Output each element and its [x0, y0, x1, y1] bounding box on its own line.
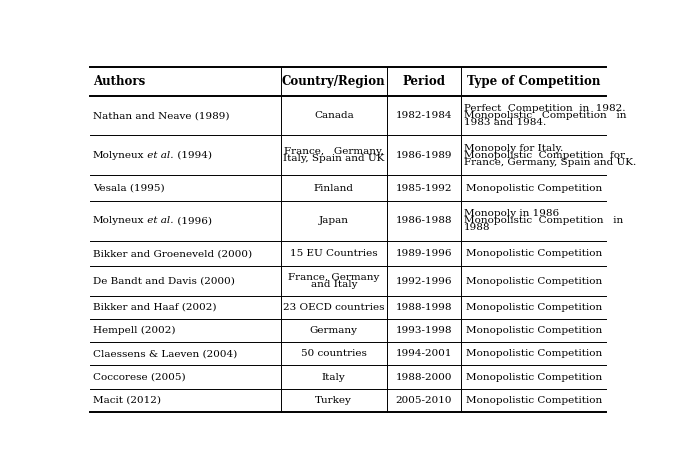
Text: Hempell (2002): Hempell (2002): [93, 326, 175, 335]
Text: et al.: et al.: [144, 216, 174, 226]
Text: Period: Period: [403, 75, 445, 88]
Text: Bikker and Haaf (2002): Bikker and Haaf (2002): [93, 303, 217, 312]
Text: De Bandt and Davis (2000): De Bandt and Davis (2000): [93, 276, 235, 285]
Text: 1986-1988: 1986-1988: [396, 216, 452, 226]
Text: Molyneux: Molyneux: [93, 151, 144, 160]
Text: Monopolistic Competition: Monopolistic Competition: [466, 276, 602, 285]
Text: 1988-1998: 1988-1998: [396, 303, 452, 312]
Text: Nathan and Neave (1989): Nathan and Neave (1989): [93, 111, 230, 120]
Text: Monopolistic Competition: Monopolistic Competition: [466, 396, 602, 405]
Text: 1994-2001: 1994-2001: [396, 349, 452, 358]
Text: Monopolistic   Competition   in: Monopolistic Competition in: [464, 111, 627, 120]
Text: Vesala (1995): Vesala (1995): [93, 184, 164, 193]
Text: Monopolistic  Competition   in: Monopolistic Competition in: [464, 216, 623, 226]
Text: Monopolistic  Competition  for: Monopolistic Competition for: [464, 151, 625, 160]
Text: 2005-2010: 2005-2010: [396, 396, 452, 405]
Text: Bikker and Groeneveld (2000): Bikker and Groeneveld (2000): [93, 249, 252, 258]
Text: France, Germany, Spain and UK.: France, Germany, Spain and UK.: [464, 158, 636, 167]
Text: Monopolistic Competition: Monopolistic Competition: [466, 349, 602, 358]
Text: Monopolistic Competition: Monopolistic Competition: [466, 373, 602, 382]
Text: 15 EU Countries: 15 EU Countries: [290, 249, 378, 258]
Text: Canada: Canada: [314, 111, 354, 120]
Text: Monopolistic Competition: Monopolistic Competition: [466, 184, 602, 193]
Text: 1982-1984: 1982-1984: [396, 111, 452, 120]
Text: Monopoly for Italy.: Monopoly for Italy.: [464, 144, 564, 153]
Text: Italy: Italy: [322, 373, 346, 382]
Text: Country/Region: Country/Region: [282, 75, 386, 88]
Text: (1994): (1994): [174, 151, 212, 160]
Text: Authors: Authors: [93, 75, 145, 88]
Text: Japan: Japan: [319, 216, 349, 226]
Text: Coccorese (2005): Coccorese (2005): [93, 373, 185, 382]
Text: Monopolistic Competition: Monopolistic Competition: [466, 303, 602, 312]
Text: Perfect  Competition  in  1982.: Perfect Competition in 1982.: [464, 105, 625, 114]
Text: Monopolistic Competition: Monopolistic Competition: [466, 249, 602, 258]
Text: Monopolistic Competition: Monopolistic Competition: [466, 326, 602, 335]
Text: Finland: Finland: [314, 184, 354, 193]
Text: (1996): (1996): [174, 216, 212, 226]
Text: 1988: 1988: [464, 223, 490, 232]
Text: Claessens & Laeven (2004): Claessens & Laeven (2004): [93, 349, 237, 358]
Text: Molyneux: Molyneux: [93, 216, 144, 226]
Text: 1989-1996: 1989-1996: [396, 249, 452, 258]
Text: 1983 and 1984.: 1983 and 1984.: [464, 118, 547, 127]
Text: Macit (2012): Macit (2012): [93, 396, 161, 405]
Text: Italy, Spain and UK: Italy, Spain and UK: [283, 154, 384, 163]
Text: 1993-1998: 1993-1998: [396, 326, 452, 335]
Text: Monopoly in 1986: Monopoly in 1986: [464, 210, 559, 219]
Text: 1986-1989: 1986-1989: [396, 151, 452, 160]
Text: 1988-2000: 1988-2000: [396, 373, 452, 382]
Text: 50 countries: 50 countries: [301, 349, 367, 358]
Text: Germany: Germany: [310, 326, 358, 335]
Text: France,   Germany,: France, Germany,: [284, 147, 384, 156]
Text: Turkey: Turkey: [315, 396, 352, 405]
Text: Type of Competition: Type of Competition: [467, 75, 600, 88]
Text: 1992-1996: 1992-1996: [396, 276, 452, 285]
Text: France, Germany: France, Germany: [288, 273, 380, 282]
Text: et al.: et al.: [144, 151, 174, 160]
Text: and Italy: and Italy: [310, 280, 357, 289]
Text: 23 OECD countries: 23 OECD countries: [283, 303, 384, 312]
Text: 1985-1992: 1985-1992: [396, 184, 452, 193]
